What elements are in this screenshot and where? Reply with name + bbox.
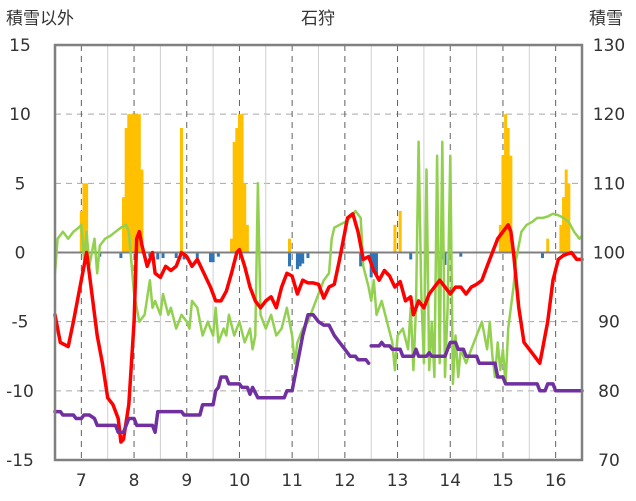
right-tick-label: 130 bbox=[593, 36, 625, 56]
right-tick-label: 70 bbox=[598, 451, 620, 471]
bar bbox=[235, 128, 239, 253]
right-tick-label: 110 bbox=[593, 174, 625, 194]
bar bbox=[174, 252, 178, 259]
bar bbox=[540, 252, 544, 259]
chart-title: 石狩 bbox=[301, 9, 335, 29]
bar bbox=[509, 155, 513, 253]
bar bbox=[374, 252, 378, 275]
bar bbox=[179, 128, 183, 253]
bar bbox=[245, 224, 249, 253]
bar bbox=[240, 114, 244, 253]
left-tick-label: 15 bbox=[9, 36, 31, 56]
x-tick-label: 12 bbox=[334, 471, 356, 491]
x-tick-label: 11 bbox=[281, 471, 303, 491]
right-tick-label: 90 bbox=[598, 313, 620, 333]
x-tick-label: 14 bbox=[439, 471, 461, 491]
bar bbox=[161, 252, 165, 259]
left-tick-label: -5 bbox=[12, 313, 29, 333]
bar bbox=[119, 252, 123, 259]
bar bbox=[443, 252, 447, 265]
series-line bbox=[53, 313, 371, 435]
bar bbox=[564, 169, 568, 253]
bar bbox=[230, 238, 234, 253]
bar bbox=[288, 238, 292, 253]
series-line bbox=[369, 340, 584, 393]
x-axis-ticks: 7 8 9 10 11 12 13 14 15 16 bbox=[76, 471, 567, 491]
bar bbox=[85, 183, 89, 253]
bar bbox=[393, 224, 397, 253]
bar bbox=[506, 128, 510, 253]
left-tick-label: 10 bbox=[9, 105, 31, 125]
bar bbox=[211, 252, 215, 263]
bar bbox=[359, 252, 363, 267]
bar bbox=[501, 155, 505, 253]
bar bbox=[409, 252, 413, 260]
left-axis-label: 積雪以外 bbox=[6, 9, 74, 29]
right-axis-label: 積雪 bbox=[589, 9, 623, 29]
bar bbox=[372, 252, 376, 270]
plot-frame bbox=[53, 43, 584, 462]
right-tick-label: 100 bbox=[593, 244, 625, 264]
x-tick-label: 10 bbox=[229, 471, 251, 491]
bar bbox=[459, 252, 463, 257]
right-tick-label: 120 bbox=[593, 105, 625, 125]
bar bbox=[298, 252, 302, 267]
bar bbox=[398, 211, 402, 253]
bar bbox=[567, 183, 571, 253]
bar bbox=[243, 183, 247, 253]
left-tick-label: 0 bbox=[15, 244, 26, 264]
x-tick-label: 8 bbox=[129, 471, 140, 491]
bar bbox=[301, 252, 305, 264]
x-tick-label: 15 bbox=[492, 471, 514, 491]
bar bbox=[232, 141, 236, 253]
bar bbox=[208, 252, 212, 263]
bar bbox=[216, 252, 220, 257]
bar bbox=[546, 238, 550, 253]
bar bbox=[137, 114, 141, 253]
line-series bbox=[53, 140, 584, 444]
right-axis-ticks: 130 120 110 100 90 80 70 bbox=[593, 36, 625, 471]
bar bbox=[156, 252, 160, 260]
left-tick-label: 5 bbox=[15, 174, 26, 194]
bar bbox=[288, 252, 292, 267]
bar bbox=[295, 252, 299, 270]
series-line bbox=[53, 212, 584, 444]
left-tick-label: -15 bbox=[6, 451, 34, 471]
x-tick-label: 13 bbox=[387, 471, 409, 491]
bar bbox=[306, 252, 310, 259]
bar bbox=[440, 252, 444, 260]
bar bbox=[195, 252, 199, 259]
bar bbox=[504, 114, 508, 253]
series-line bbox=[53, 140, 584, 386]
bar bbox=[140, 169, 144, 253]
bar bbox=[135, 114, 139, 253]
bar bbox=[559, 224, 563, 253]
bar bbox=[129, 114, 133, 253]
bar bbox=[498, 224, 502, 253]
bar bbox=[237, 114, 241, 253]
right-tick-label: 80 bbox=[598, 382, 620, 402]
bar bbox=[124, 128, 128, 253]
x-tick-label: 16 bbox=[545, 471, 567, 491]
left-tick-label: -10 bbox=[6, 382, 34, 402]
left-axis-ticks: 15 10 5 0 -5 -10 -15 bbox=[6, 36, 34, 471]
bar bbox=[132, 114, 136, 253]
bar bbox=[127, 114, 131, 253]
bar bbox=[562, 197, 566, 253]
x-tick-label: 7 bbox=[76, 471, 87, 491]
x-tick-label: 9 bbox=[181, 471, 192, 491]
bar bbox=[82, 183, 86, 253]
